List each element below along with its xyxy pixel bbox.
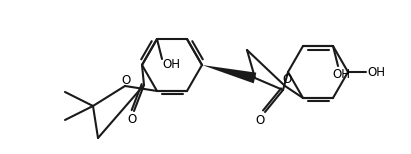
Text: O: O (255, 113, 265, 126)
Text: OH: OH (162, 58, 180, 71)
Text: OH: OH (332, 67, 350, 81)
Text: O: O (121, 75, 131, 87)
Polygon shape (202, 65, 256, 83)
Text: O: O (282, 73, 292, 87)
Text: O: O (127, 113, 136, 126)
Text: OH: OH (367, 65, 385, 79)
